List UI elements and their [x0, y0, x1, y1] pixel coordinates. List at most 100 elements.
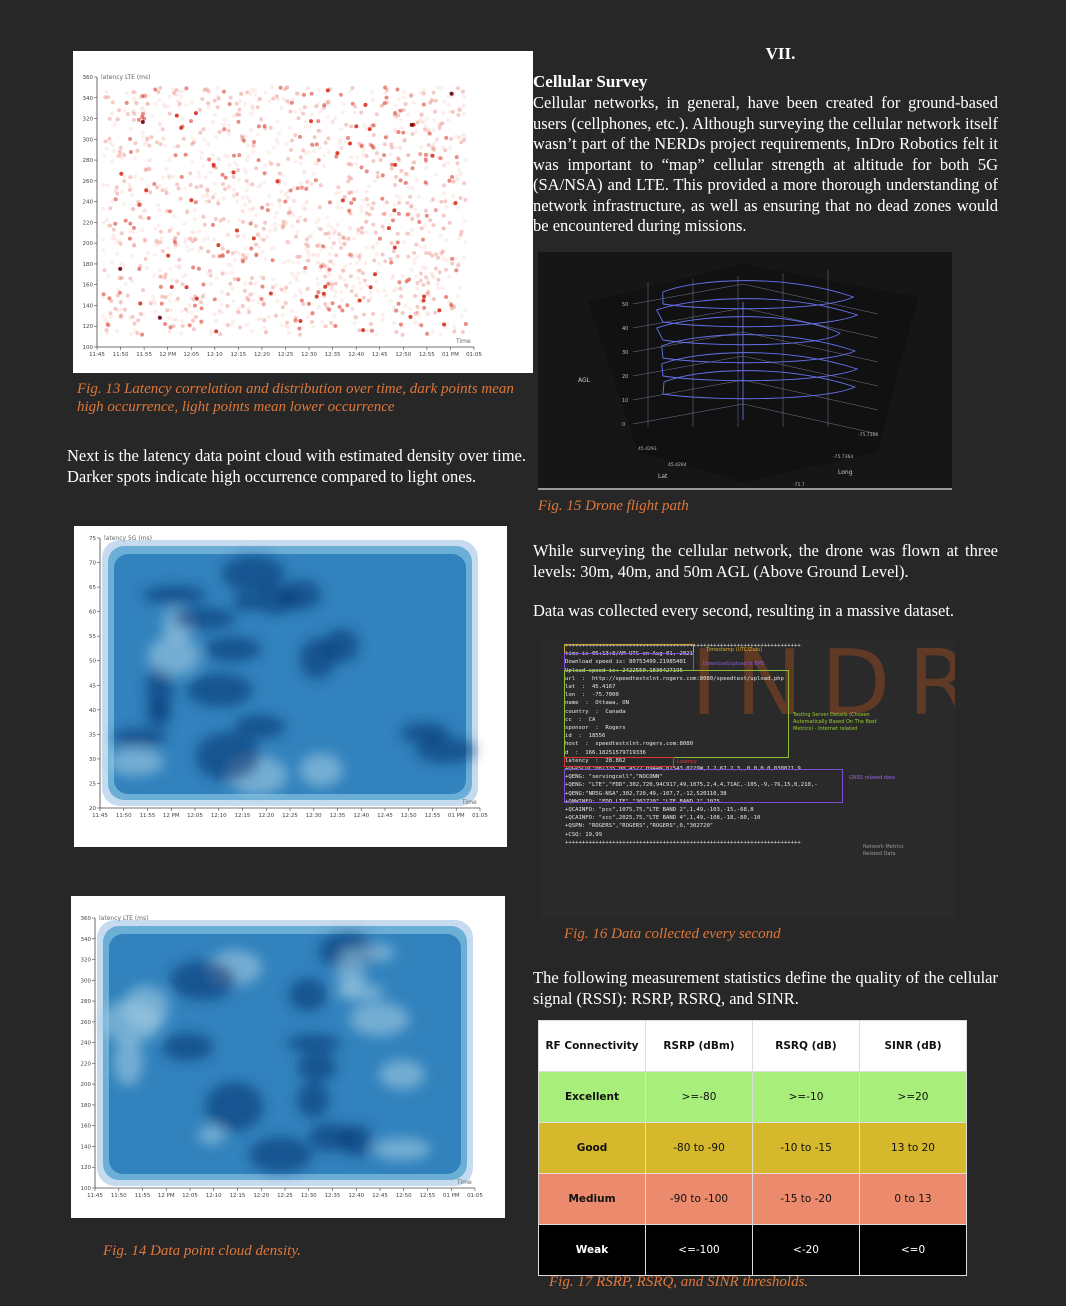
- data-point: [248, 199, 253, 204]
- x-tick-label: 12:25: [282, 813, 298, 819]
- data-point: [189, 310, 194, 315]
- data-point: [241, 209, 246, 214]
- data-point: [166, 174, 171, 179]
- data-point: [114, 185, 119, 190]
- data-point: [117, 108, 122, 113]
- data-point: [253, 93, 258, 98]
- data-point: [185, 208, 190, 213]
- grid-line: [632, 283, 744, 305]
- data-point: [326, 231, 331, 236]
- data-point: [111, 227, 116, 232]
- data-point: [294, 234, 299, 239]
- data-point: [256, 300, 261, 305]
- data-point: [147, 167, 152, 172]
- data-point: [166, 246, 171, 251]
- data-point: [163, 187, 168, 192]
- terminal-line: latency : 28.862: [565, 757, 626, 764]
- data-point: [451, 194, 456, 199]
- data-point: [449, 303, 454, 308]
- data-point: [281, 223, 286, 228]
- data-point: [107, 323, 112, 328]
- fig17-threshold-table: RF Connectivity RSRP (dBm) RSRQ (dB) SIN…: [538, 1020, 967, 1276]
- fig14-lte-density: 100 120 140 160 180 200 220 240 260 280 300 320 340 3…: [71, 896, 505, 1218]
- data-point: [388, 152, 393, 157]
- data-point: [145, 101, 150, 106]
- cell-sinr: <=0: [859, 1224, 967, 1276]
- data-point: [206, 194, 211, 199]
- data-point: [451, 179, 456, 184]
- data-point: [143, 256, 148, 261]
- data-point: [202, 237, 207, 242]
- data-point: [313, 161, 318, 166]
- data-point: [331, 241, 336, 246]
- y-tick-label: 320: [83, 117, 94, 123]
- data-point: [222, 118, 227, 123]
- data-point: [149, 158, 154, 163]
- data-point: [449, 136, 454, 141]
- y-tick-label: 65: [89, 585, 96, 591]
- density-blob: [145, 664, 174, 713]
- data-point: [342, 101, 347, 106]
- x-tick-label: 12:40: [348, 352, 364, 358]
- data-point: [239, 134, 244, 139]
- data-point: [262, 318, 267, 323]
- data-point: [330, 120, 335, 125]
- data-point: [375, 174, 380, 179]
- data-point: [371, 311, 376, 316]
- data-point: [419, 113, 424, 118]
- grid-line: [632, 307, 744, 329]
- data-point: [441, 249, 446, 254]
- data-point: [408, 211, 413, 216]
- x-tick-label: 01 PM: [443, 1193, 460, 1199]
- data-point: [326, 281, 331, 286]
- data-point: [245, 253, 250, 258]
- data-point: [382, 101, 387, 106]
- data-point: [322, 164, 327, 169]
- fig15-flight-path: 0 10 20 30 40 50 AGL Lat Long 45.4293 45.4284 -75.7…: [538, 252, 952, 490]
- data-point: [349, 176, 354, 181]
- data-point: [133, 328, 138, 333]
- data-point: [291, 185, 296, 190]
- data-point: [101, 248, 106, 253]
- data-point: [253, 213, 258, 218]
- data-point: [378, 158, 383, 163]
- data-point: [298, 318, 303, 323]
- data-point: [115, 308, 120, 313]
- x-tick-label: 12 PM: [159, 352, 176, 358]
- data-point: [132, 321, 137, 326]
- data-point: [101, 182, 106, 187]
- density-blob: [299, 637, 336, 680]
- x-tick-label: 12:30: [306, 813, 322, 819]
- data-point: [229, 271, 234, 276]
- y-tick-label: 180: [81, 1103, 92, 1109]
- data-point: [147, 143, 152, 148]
- data-point: [403, 180, 408, 185]
- data-point: [143, 110, 148, 115]
- data-point: [368, 285, 373, 290]
- data-point: [428, 218, 433, 223]
- data-point: [424, 250, 429, 255]
- data-point: [216, 198, 221, 203]
- data-point: [102, 154, 107, 159]
- data-point: [436, 255, 441, 260]
- data-point: [212, 181, 217, 186]
- data-point: [337, 190, 342, 195]
- data-point: [257, 96, 262, 101]
- data-point: [227, 102, 232, 107]
- data-point: [208, 268, 213, 273]
- data-point: [287, 126, 292, 131]
- data-point: [105, 183, 110, 188]
- data-point: [424, 275, 429, 280]
- data-point: [320, 262, 325, 267]
- data-point: [286, 330, 291, 335]
- data-point: [304, 186, 309, 191]
- data-point: [362, 123, 367, 128]
- data-point: [340, 308, 345, 313]
- data-point: [442, 99, 447, 104]
- data-point: [463, 157, 468, 162]
- data-point: [395, 254, 400, 259]
- data-point: [303, 124, 308, 129]
- data-point: [334, 191, 339, 196]
- data-point: [331, 261, 336, 266]
- data-point: [235, 234, 240, 239]
